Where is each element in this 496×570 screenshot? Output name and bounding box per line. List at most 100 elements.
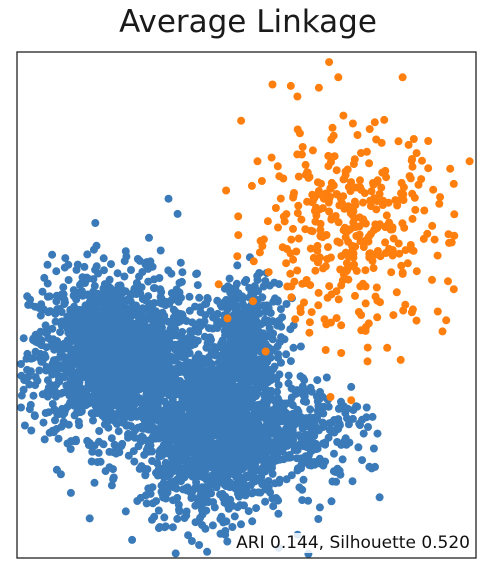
data-point: [337, 321, 346, 330]
data-point: [306, 281, 315, 290]
data-point: [369, 444, 378, 453]
data-point: [359, 198, 367, 207]
data-point: [258, 242, 267, 251]
data-point: [300, 298, 308, 307]
data-point: [344, 202, 353, 211]
data-point: [177, 277, 186, 286]
data-point: [314, 402, 323, 410]
data-point: [30, 411, 39, 420]
data-point: [110, 358, 119, 367]
data-point: [250, 353, 259, 362]
data-point: [89, 410, 98, 419]
data-point: [338, 455, 347, 464]
data-point: [144, 484, 153, 493]
data-point: [110, 286, 119, 295]
data-point: [52, 267, 61, 276]
data-point: [365, 253, 374, 262]
data-point: [329, 467, 338, 476]
data-point: [86, 334, 95, 343]
data-point: [381, 249, 390, 257]
data-point: [190, 449, 199, 458]
data-point: [69, 291, 78, 300]
data-point: [324, 162, 333, 171]
data-point: [347, 396, 356, 405]
data-point: [365, 159, 374, 168]
data-point: [356, 183, 365, 192]
data-point: [223, 314, 232, 323]
data-point: [372, 283, 381, 292]
data-point: [42, 343, 51, 352]
data-point: [20, 421, 29, 430]
data-point: [334, 73, 343, 82]
data-point: [248, 474, 257, 483]
data-point: [128, 368, 137, 377]
data-point: [246, 324, 255, 333]
data-point: [235, 358, 244, 367]
data-point: [322, 320, 331, 329]
data-point: [132, 328, 141, 337]
data-point: [395, 249, 404, 258]
data-point: [306, 244, 315, 253]
data-point: [153, 402, 162, 410]
data-point: [95, 437, 103, 446]
data-point: [219, 392, 228, 401]
data-point: [133, 497, 142, 505]
data-point: [51, 416, 59, 425]
data-point: [151, 413, 160, 422]
data-point: [368, 412, 377, 421]
data-point: [135, 464, 144, 473]
data-point: [219, 355, 228, 364]
data-point: [90, 320, 99, 329]
data-point: [56, 470, 65, 479]
data-point: [193, 281, 202, 290]
data-point: [412, 149, 421, 158]
data-point: [170, 383, 179, 392]
data-point: [271, 204, 280, 212]
data-point: [86, 394, 95, 403]
data-point: [53, 337, 62, 346]
data-point: [206, 390, 215, 398]
data-point: [17, 391, 26, 400]
data-point: [239, 480, 248, 489]
data-point: [194, 397, 203, 406]
data-point: [280, 217, 289, 226]
data-point: [273, 387, 281, 396]
data-point: [315, 205, 324, 214]
data-point: [200, 332, 209, 341]
data-point: [296, 433, 305, 442]
data-point: [64, 260, 73, 269]
data-point: [252, 504, 261, 513]
data-point: [208, 521, 217, 530]
data-point: [314, 257, 323, 266]
data-point: [238, 300, 247, 309]
data-point: [182, 459, 191, 468]
data-point: [267, 153, 276, 162]
data-point: [150, 512, 159, 521]
data-point: [63, 323, 72, 332]
data-point: [208, 432, 217, 441]
data-point: [322, 373, 331, 382]
data-point: [222, 443, 231, 452]
data-point: [335, 466, 344, 475]
data-point: [411, 205, 420, 214]
data-point: [130, 457, 139, 466]
data-point: [195, 356, 204, 365]
data-point: [50, 345, 59, 354]
data-point: [173, 465, 182, 474]
data-point: [75, 421, 84, 430]
data-point: [296, 413, 305, 421]
data-point: [223, 537, 232, 546]
data-point: [148, 499, 157, 508]
data-point: [444, 277, 452, 286]
data-point: [43, 279, 52, 288]
data-point: [87, 352, 95, 361]
data-point: [62, 369, 71, 377]
data-point: [230, 327, 239, 336]
data-point: [183, 413, 192, 422]
data-point: [325, 282, 334, 291]
data-point: [66, 307, 75, 316]
data-point: [176, 258, 185, 267]
data-point: [52, 356, 60, 364]
data-point: [365, 462, 374, 471]
data-point: [330, 449, 338, 458]
